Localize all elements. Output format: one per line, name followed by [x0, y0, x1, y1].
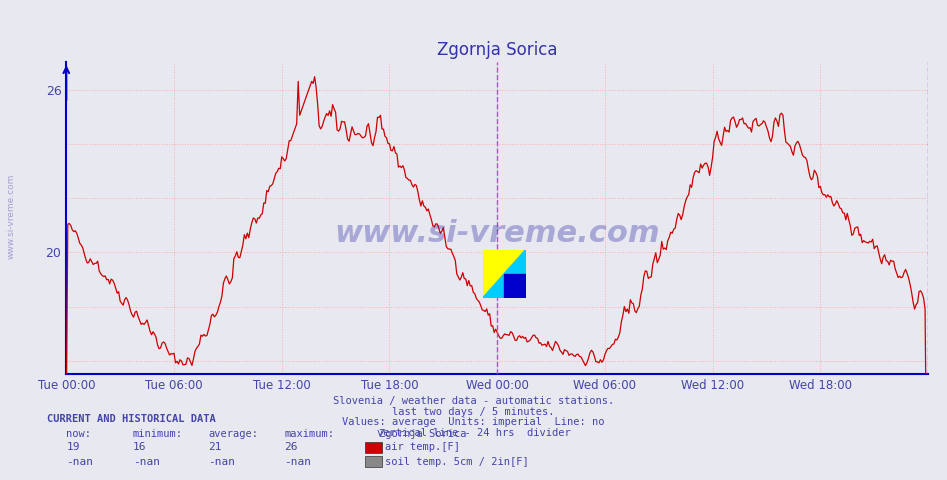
Text: -nan: -nan [133, 456, 160, 467]
Polygon shape [483, 250, 526, 298]
Text: www.si-vreme.com: www.si-vreme.com [334, 219, 660, 249]
Text: last two days / 5 minutes.: last two days / 5 minutes. [392, 407, 555, 417]
Text: 19: 19 [66, 442, 80, 452]
Text: maximum:: maximum: [284, 429, 334, 439]
Text: CURRENT AND HISTORICAL DATA: CURRENT AND HISTORICAL DATA [47, 414, 216, 424]
Polygon shape [483, 250, 526, 298]
Text: Values: average  Units: imperial  Line: no: Values: average Units: imperial Line: no [342, 417, 605, 427]
Text: Slovenia / weather data - automatic stations.: Slovenia / weather data - automatic stat… [333, 396, 614, 406]
Text: minimum:: minimum: [133, 429, 183, 439]
Text: www.si-vreme.com: www.si-vreme.com [7, 173, 16, 259]
Text: 21: 21 [208, 442, 222, 452]
Text: now:: now: [66, 429, 91, 439]
Text: soil temp. 5cm / 2in[F]: soil temp. 5cm / 2in[F] [385, 456, 529, 467]
Text: -nan: -nan [208, 456, 236, 467]
Text: air temp.[F]: air temp.[F] [385, 442, 460, 452]
Text: -nan: -nan [66, 456, 94, 467]
Text: 26: 26 [284, 442, 297, 452]
Text: vertical line - 24 hrs  divider: vertical line - 24 hrs divider [377, 428, 570, 438]
Text: -nan: -nan [284, 456, 312, 467]
Polygon shape [505, 274, 526, 298]
Text: average:: average: [208, 429, 259, 439]
Text: 16: 16 [133, 442, 146, 452]
Text: Zgornja Sorica: Zgornja Sorica [379, 429, 466, 439]
Title: Zgornja Sorica: Zgornja Sorica [437, 41, 558, 60]
